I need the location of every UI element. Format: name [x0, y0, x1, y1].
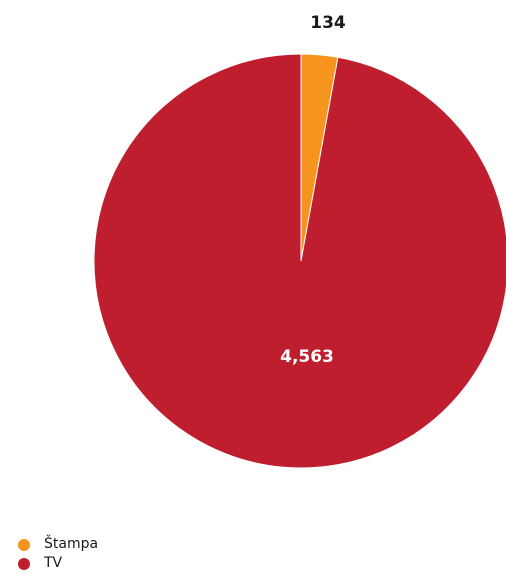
- data-label-1: 4,563: [280, 347, 334, 367]
- pie-slice-1: [93, 53, 506, 469]
- chart-legend: Štampa TV: [18, 535, 98, 573]
- legend-swatch-stampa: [18, 538, 30, 551]
- legend-label-tv: TV: [44, 555, 63, 571]
- legend-item-tv: TV: [18, 554, 98, 573]
- legend-label-stampa: Štampa: [44, 536, 99, 552]
- legend-swatch-tv: [18, 557, 30, 570]
- data-label-0: 134: [310, 13, 346, 33]
- legend-item-stampa: Štampa: [18, 535, 98, 554]
